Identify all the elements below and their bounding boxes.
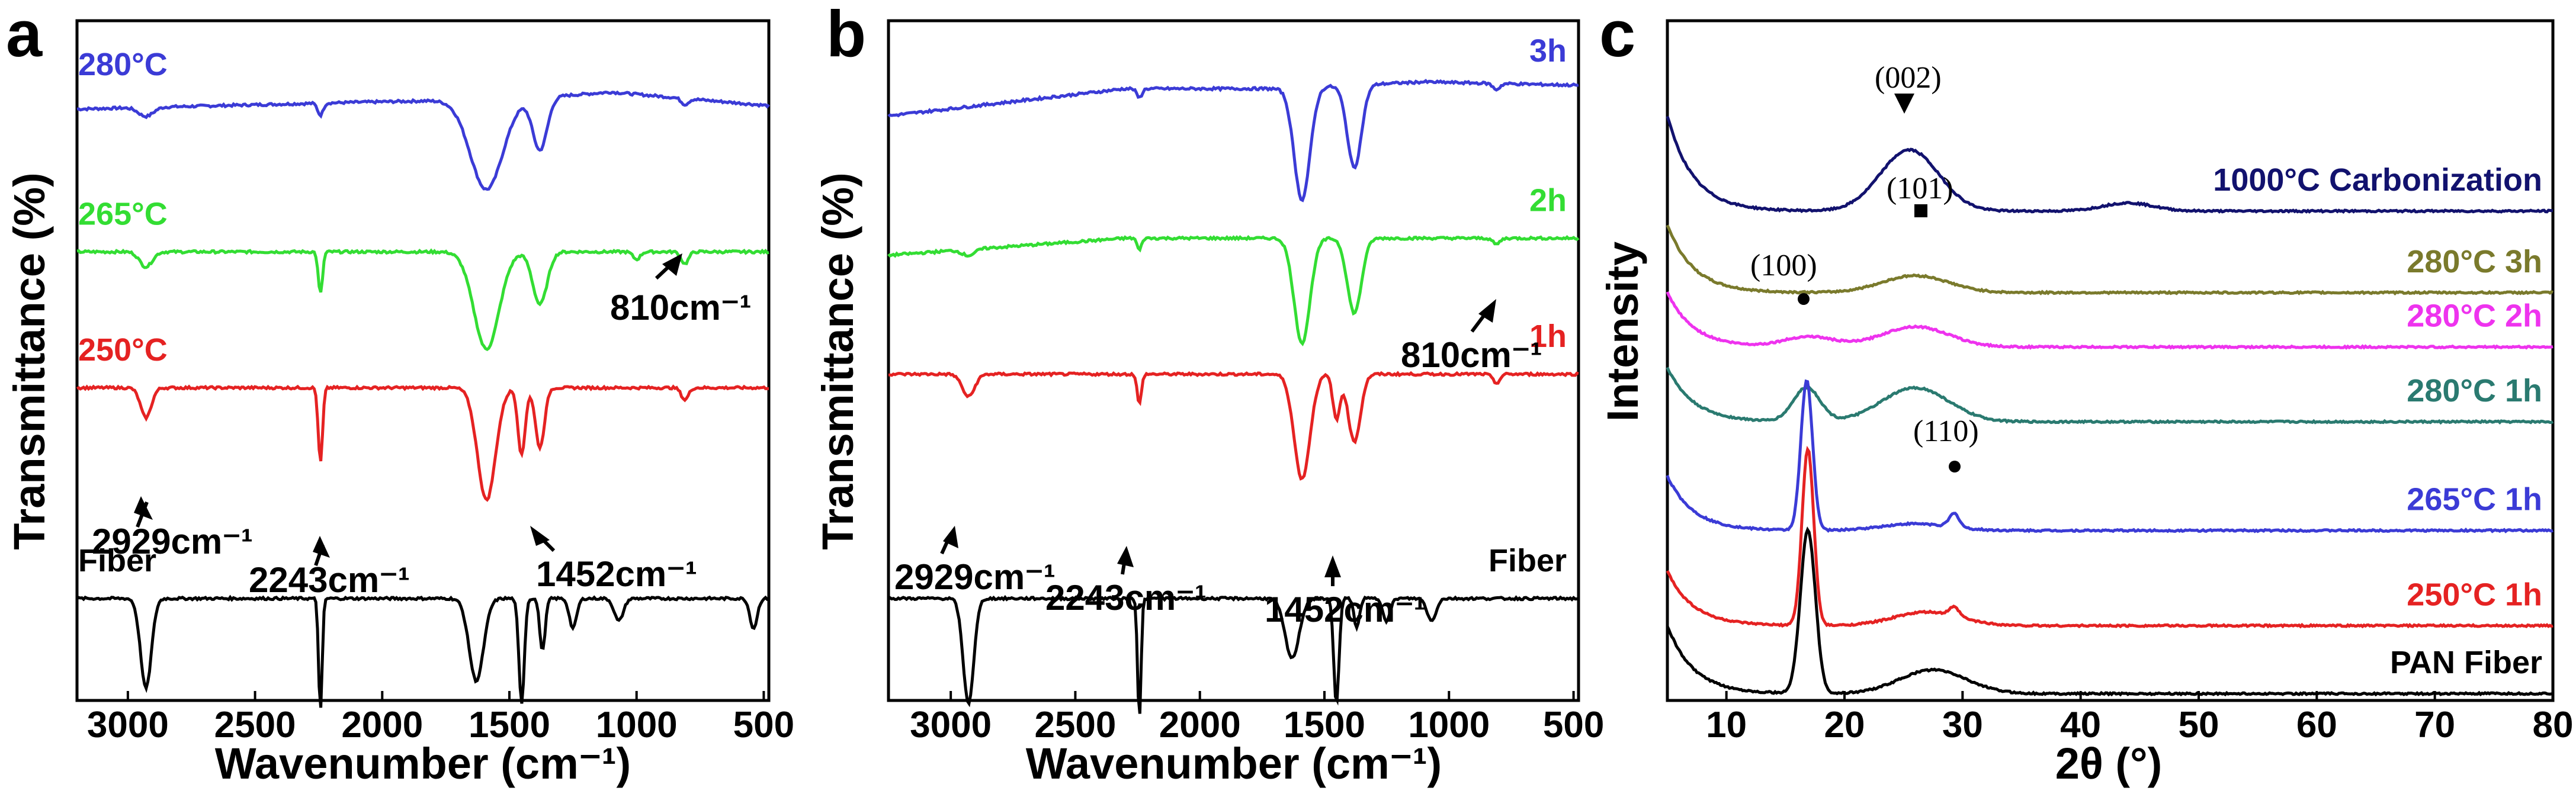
annot-100: (100)	[1750, 249, 1817, 282]
panel-c-axes-frame	[1666, 19, 2555, 702]
panel-b: b 3000 2500 2000 1500 1000 500 3h 2h 1h Fiber Tr…	[813, 0, 1604, 788]
panel-c-xtick-label-3: 40	[2060, 705, 2101, 745]
panel-c-series-1	[1666, 224, 2554, 296]
arrowhead-810-b	[1478, 299, 1496, 323]
panel-a-label: a	[6, 0, 43, 70]
panel-c-label: c	[1599, 0, 1635, 70]
panel-a-series-label-0: 280°C	[78, 47, 168, 82]
panel-a-xtick-label-2: 2000	[341, 705, 423, 745]
panel-a-ylabel: Transmittance (%)	[5, 172, 54, 549]
panel-b-xtick-label-5: 500	[1543, 705, 1604, 745]
panel-a-series-3	[76, 594, 769, 708]
panel-b-series-1	[887, 234, 1580, 346]
panel-b-label: b	[826, 0, 866, 70]
marker-100-dot	[1798, 293, 1810, 305]
panel-c-xtick-label-7: 80	[2533, 705, 2574, 745]
panel-a: a 3000 2500 2000 1500 1000 500 280°C 265°C 250°…	[5, 0, 794, 788]
panel-a-xtick-label-5: 500	[733, 705, 794, 745]
arrowhead-1452-b	[1324, 555, 1341, 577]
arrowhead-2929-b	[943, 526, 958, 548]
panel-c-series-label-2: 280°C 2h	[2407, 298, 2542, 334]
arrowhead-2929-a	[134, 496, 153, 520]
panel-c-series-6	[1666, 526, 2553, 697]
panel-c-xtick-label-0: 10	[1706, 705, 1747, 745]
panel-b-axes-frame	[887, 19, 1580, 702]
panel-b-xtick-label-3: 1500	[1284, 705, 1365, 745]
panel-c-annotations: (002) (101) (100) (110)	[1750, 61, 1979, 472]
panel-b-xtick-label-0: 3000	[910, 705, 992, 745]
panel-b-series-label-3: Fiber	[1489, 543, 1567, 578]
panel-c-series-2	[1666, 291, 2553, 350]
panel-c-series-label-5: 250°C 1h	[2407, 577, 2542, 612]
arrowhead-2243-b	[1117, 546, 1134, 567]
panel-c-series-5	[1666, 445, 2553, 629]
panel-c-series-3	[1666, 367, 2554, 425]
annot-810-a: 810cm⁻¹	[610, 288, 751, 327]
panel-b-xlabel: Wavenumber (cm⁻¹)	[1026, 739, 1442, 788]
marker-002-triangle	[1894, 94, 1914, 114]
panel-a-series-label-1: 265°C	[78, 196, 168, 232]
panel-c-series-label-4: 265°C 1h	[2407, 482, 2542, 517]
panel-b-xtick-label-2: 2000	[1159, 705, 1241, 745]
panel-a-xtick-label-4: 1000	[596, 705, 678, 745]
panel-a-xtick-label-3: 1500	[469, 705, 550, 745]
panel-b-series-0	[887, 79, 1579, 202]
annot-2929-a: 2929cm⁻¹	[92, 522, 253, 561]
panel-b-xtick-label-4: 1000	[1408, 705, 1490, 745]
panel-a-series-label-3: Fiber	[78, 543, 156, 578]
annot-2243-a: 2243cm⁻¹	[249, 560, 410, 600]
panel-b-series-3	[887, 594, 1579, 714]
panel-a-xtick-label-1: 2500	[214, 705, 296, 745]
panel-c-xtick-label-4: 50	[2179, 705, 2219, 745]
panel-c-xtick-label-6: 70	[2414, 705, 2455, 745]
panel-c-xlabel: 2θ (°)	[2055, 739, 2163, 788]
panel-b-annotations: 2929cm⁻¹ 2243cm⁻¹ 1452cm⁻¹ 810cm⁻¹	[894, 299, 1542, 629]
panel-b-series-label-2: 1h	[1529, 319, 1567, 354]
marker-110-dot	[1949, 461, 1961, 472]
panel-c-series-0	[1666, 115, 2553, 214]
arrowhead-2243-a	[313, 536, 330, 558]
panel-b-ylabel: Transmittance (%)	[813, 172, 862, 549]
panel-a-xtick-label-0: 3000	[87, 705, 169, 745]
panel-b-series-label-1: 2h	[1529, 182, 1567, 218]
annot-1452-b: 1452cm⁻¹	[1265, 590, 1426, 629]
panel-a-series-label-2: 250°C	[78, 332, 168, 368]
annot-002: (002)	[1875, 61, 1942, 95]
panel-b-xtick-label-1: 2500	[1034, 705, 1116, 745]
arrowhead-810-a	[662, 253, 682, 276]
arrowhead-1452-a	[530, 526, 550, 546]
marker-101-square	[1914, 204, 1927, 217]
panel-c-series-label-0: 1000°C Carbonization	[2213, 162, 2542, 198]
panel-c-xtick-label-2: 30	[1942, 705, 1983, 745]
annot-101: (101)	[1887, 172, 1953, 205]
annot-2243-b: 2243cm⁻¹	[1045, 578, 1207, 618]
annot-110: (110)	[1913, 414, 1979, 448]
annot-1452-a: 1452cm⁻¹	[536, 554, 697, 594]
panel-c-ylabel: Intensity	[1598, 242, 1647, 422]
panel-c-xtick-label-5: 60	[2296, 705, 2337, 745]
panel-c-series-label-3: 280°C 1h	[2407, 373, 2542, 409]
panel-b-series-2	[888, 371, 1579, 481]
panel-a-axes-frame	[75, 19, 771, 702]
panel-c-series-4	[1666, 379, 2553, 533]
panel-c-xtick-label-1: 20	[1824, 705, 1865, 745]
panel-a-series-1	[76, 248, 769, 352]
panel-a-series-0	[76, 90, 770, 191]
annot-810-b: 810cm⁻¹	[1401, 335, 1542, 375]
panel-a-annotations: 2929cm⁻¹ 2243cm⁻¹ 1452cm⁻¹ 810cm⁻¹	[92, 253, 751, 600]
panel-a-series-2	[76, 384, 769, 502]
annot-2929-b: 2929cm⁻¹	[894, 557, 1056, 597]
panel-c: c 10 20 30 40 50 60 70 80 1000°C Carbonization 2…	[1598, 0, 2573, 788]
panel-b-series-label-0: 3h	[1529, 33, 1567, 69]
panel-c-series-label-1: 280°C 3h	[2407, 244, 2542, 279]
panel-c-series-label-6: PAN Fiber	[2390, 645, 2542, 680]
panel-a-xlabel: Wavenumber (cm⁻¹)	[215, 739, 631, 788]
